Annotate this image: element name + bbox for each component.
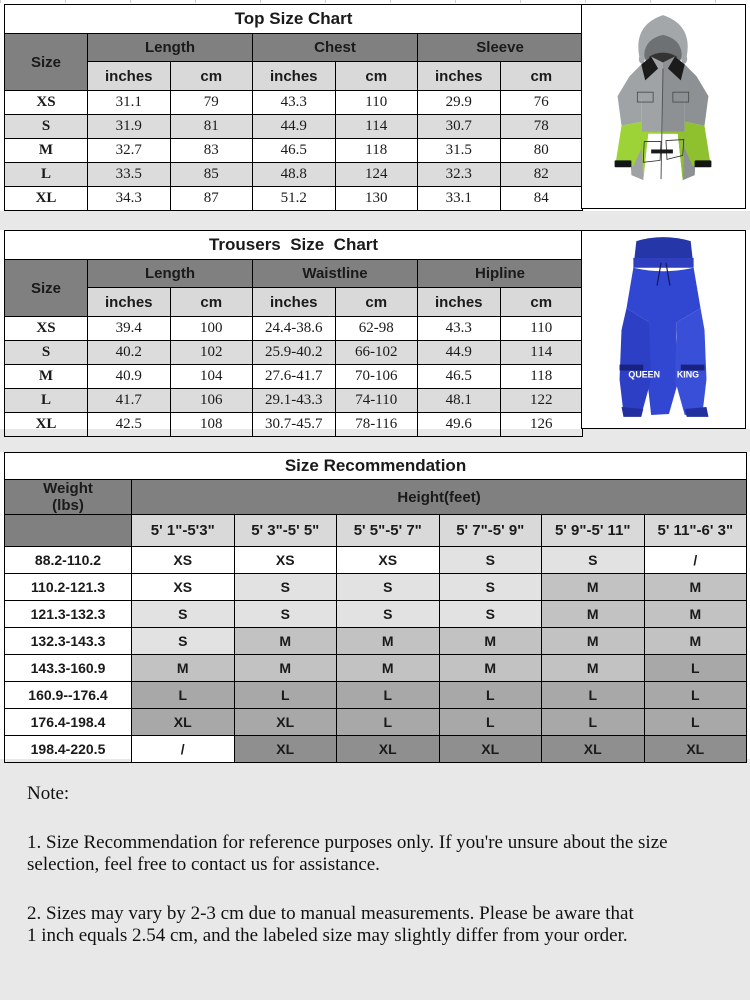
svg-text:KING: KING	[677, 369, 699, 379]
svg-text:QUEEN: QUEEN	[628, 369, 660, 379]
